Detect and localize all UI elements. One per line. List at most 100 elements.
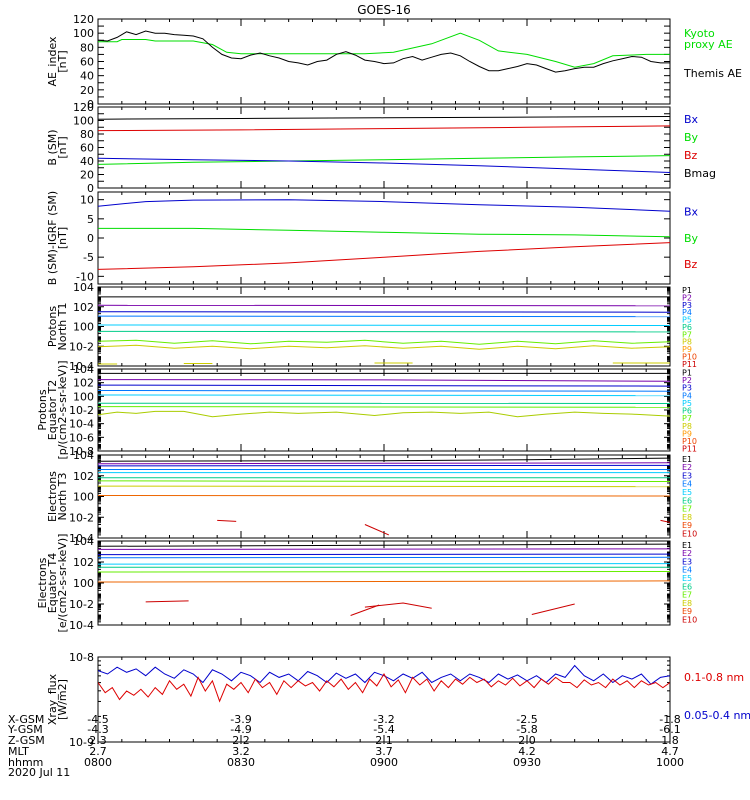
series-e1 [98,543,670,547]
legend-entry: Bmag [684,167,716,180]
series-0-1-0-8-nm [98,673,670,703]
legend-entry: E2 [682,549,692,558]
series-group [98,296,670,365]
series-bz [98,125,670,132]
legend-entry: P7 [682,414,692,423]
orbit-value: 0830 [227,756,255,769]
legend-entry: E10 [682,616,697,625]
y-tick-label: 80 [80,41,94,54]
y-tick-label: -5 [83,251,94,264]
orbit-value: -6.1 [659,723,680,736]
legend-entry: P4 [682,391,692,400]
series-bx [98,157,670,173]
panel-frame [97,454,671,539]
legend-entry: E6 [682,582,692,591]
orbit-row-label: hhmm [8,756,43,769]
y-tick-label: 100 [73,577,94,590]
legend-entry: proxy AE [684,38,733,51]
panel-frame [97,286,671,367]
y-tick-label: 40 [80,70,94,83]
legend-entry: P8 [682,422,692,431]
series-e7 [98,480,670,482]
orbit-value: -3.2 [373,713,394,726]
series-p2 [98,379,670,382]
series-p5 [98,394,670,397]
legend-entry: E5 [682,488,692,497]
y-axis-label: [e/(cm2-s-sr-keV)] [56,534,69,633]
series-e7 [98,571,670,573]
series-e1 [98,457,670,462]
legend-entry: Kyoto [684,27,715,40]
orbit-value: -5.8 [516,723,537,736]
panel-pe: 10-810-610-410-2100102104ProtonsEquator … [36,360,697,459]
y-tick-label: 10-4 [69,360,94,373]
legend-entry: P4 [682,308,692,317]
legend-entry: P2 [682,376,692,385]
series-group [98,664,670,703]
y-tick-label: 10-2 [69,598,94,611]
series-group [98,457,670,536]
y-tick-label: 10-2 [69,404,94,417]
orbit-row-label: Y-GSM [7,723,43,736]
y-tick-label: 10-4 [69,532,94,545]
legend-entry: E9 [682,521,692,530]
y-tick-label: 80 [80,128,94,141]
legend-entry: Bz [684,149,698,162]
orbit-value: -5.4 [373,723,394,736]
orbit-value: 0930 [513,756,541,769]
series-e4 [98,556,670,559]
y-tick-label: 102 [73,556,94,569]
legend-entry: Bz [684,258,698,271]
legend-entry: 0.05-0.4 nm [684,709,750,722]
y-tick-label: 10-8 [69,651,94,664]
y-axis-label: B (SM)-IGRF (SM) [46,191,59,285]
series-by [98,155,670,165]
y-tick-label: 104 [73,535,94,548]
panel-bigrf: -10 -5 0 5 10 B (SM)-IGRF (SM)[nT] Bx By Bz [46,191,699,285]
y-tick-label: 0 [87,98,94,111]
y-tick-label: 0 [87,182,94,195]
series-p6 [98,330,670,333]
series-e5 [98,563,670,565]
orbit-value: 1.8 [661,734,679,747]
series-p5 [98,324,670,326]
y-tick-label: 100 [73,390,94,403]
legend-entry: P8 [682,338,692,347]
legend-entry: P3 [682,301,692,310]
legend-entry: By [684,131,699,144]
series-e8 [98,580,670,583]
y-tick-label: 10-9 [69,736,94,749]
series-e10 [531,603,575,615]
y-tick-label: 102 [73,470,94,483]
series-e2 [98,548,670,550]
orbit-value: 4.2 [518,745,536,758]
legend-entry: Themis AE [683,67,742,80]
y-tick-label: 10-2 [69,511,94,524]
series-e10 [217,519,237,522]
series-e9 [98,495,670,497]
y-tick-label: 60 [80,142,94,155]
legend-entry: E4 [682,566,692,575]
y-tick-label: 104 [73,281,94,294]
orbit-row-label: MLT [8,745,29,758]
series-e10 [145,600,189,603]
orbit-value: -1.8 [659,713,680,726]
series-group [98,30,670,73]
legend-entry: P6 [682,407,692,416]
series-p7 [98,406,670,408]
orbit-row-label: X-GSM [8,713,44,726]
y-axis-label: AE_index [46,36,59,87]
y-tick-label: -10 [76,270,94,283]
y-axis-label: North T3 [56,473,69,521]
y-tick-label: 100 [73,115,94,128]
series-e10 [350,604,380,616]
legend-entry: P11 [682,360,697,369]
orbit-value: 2.2 [232,734,250,747]
panel-frame [97,191,671,285]
legend-entry: E1 [682,455,692,464]
y-tick-label: 5 [87,213,94,226]
